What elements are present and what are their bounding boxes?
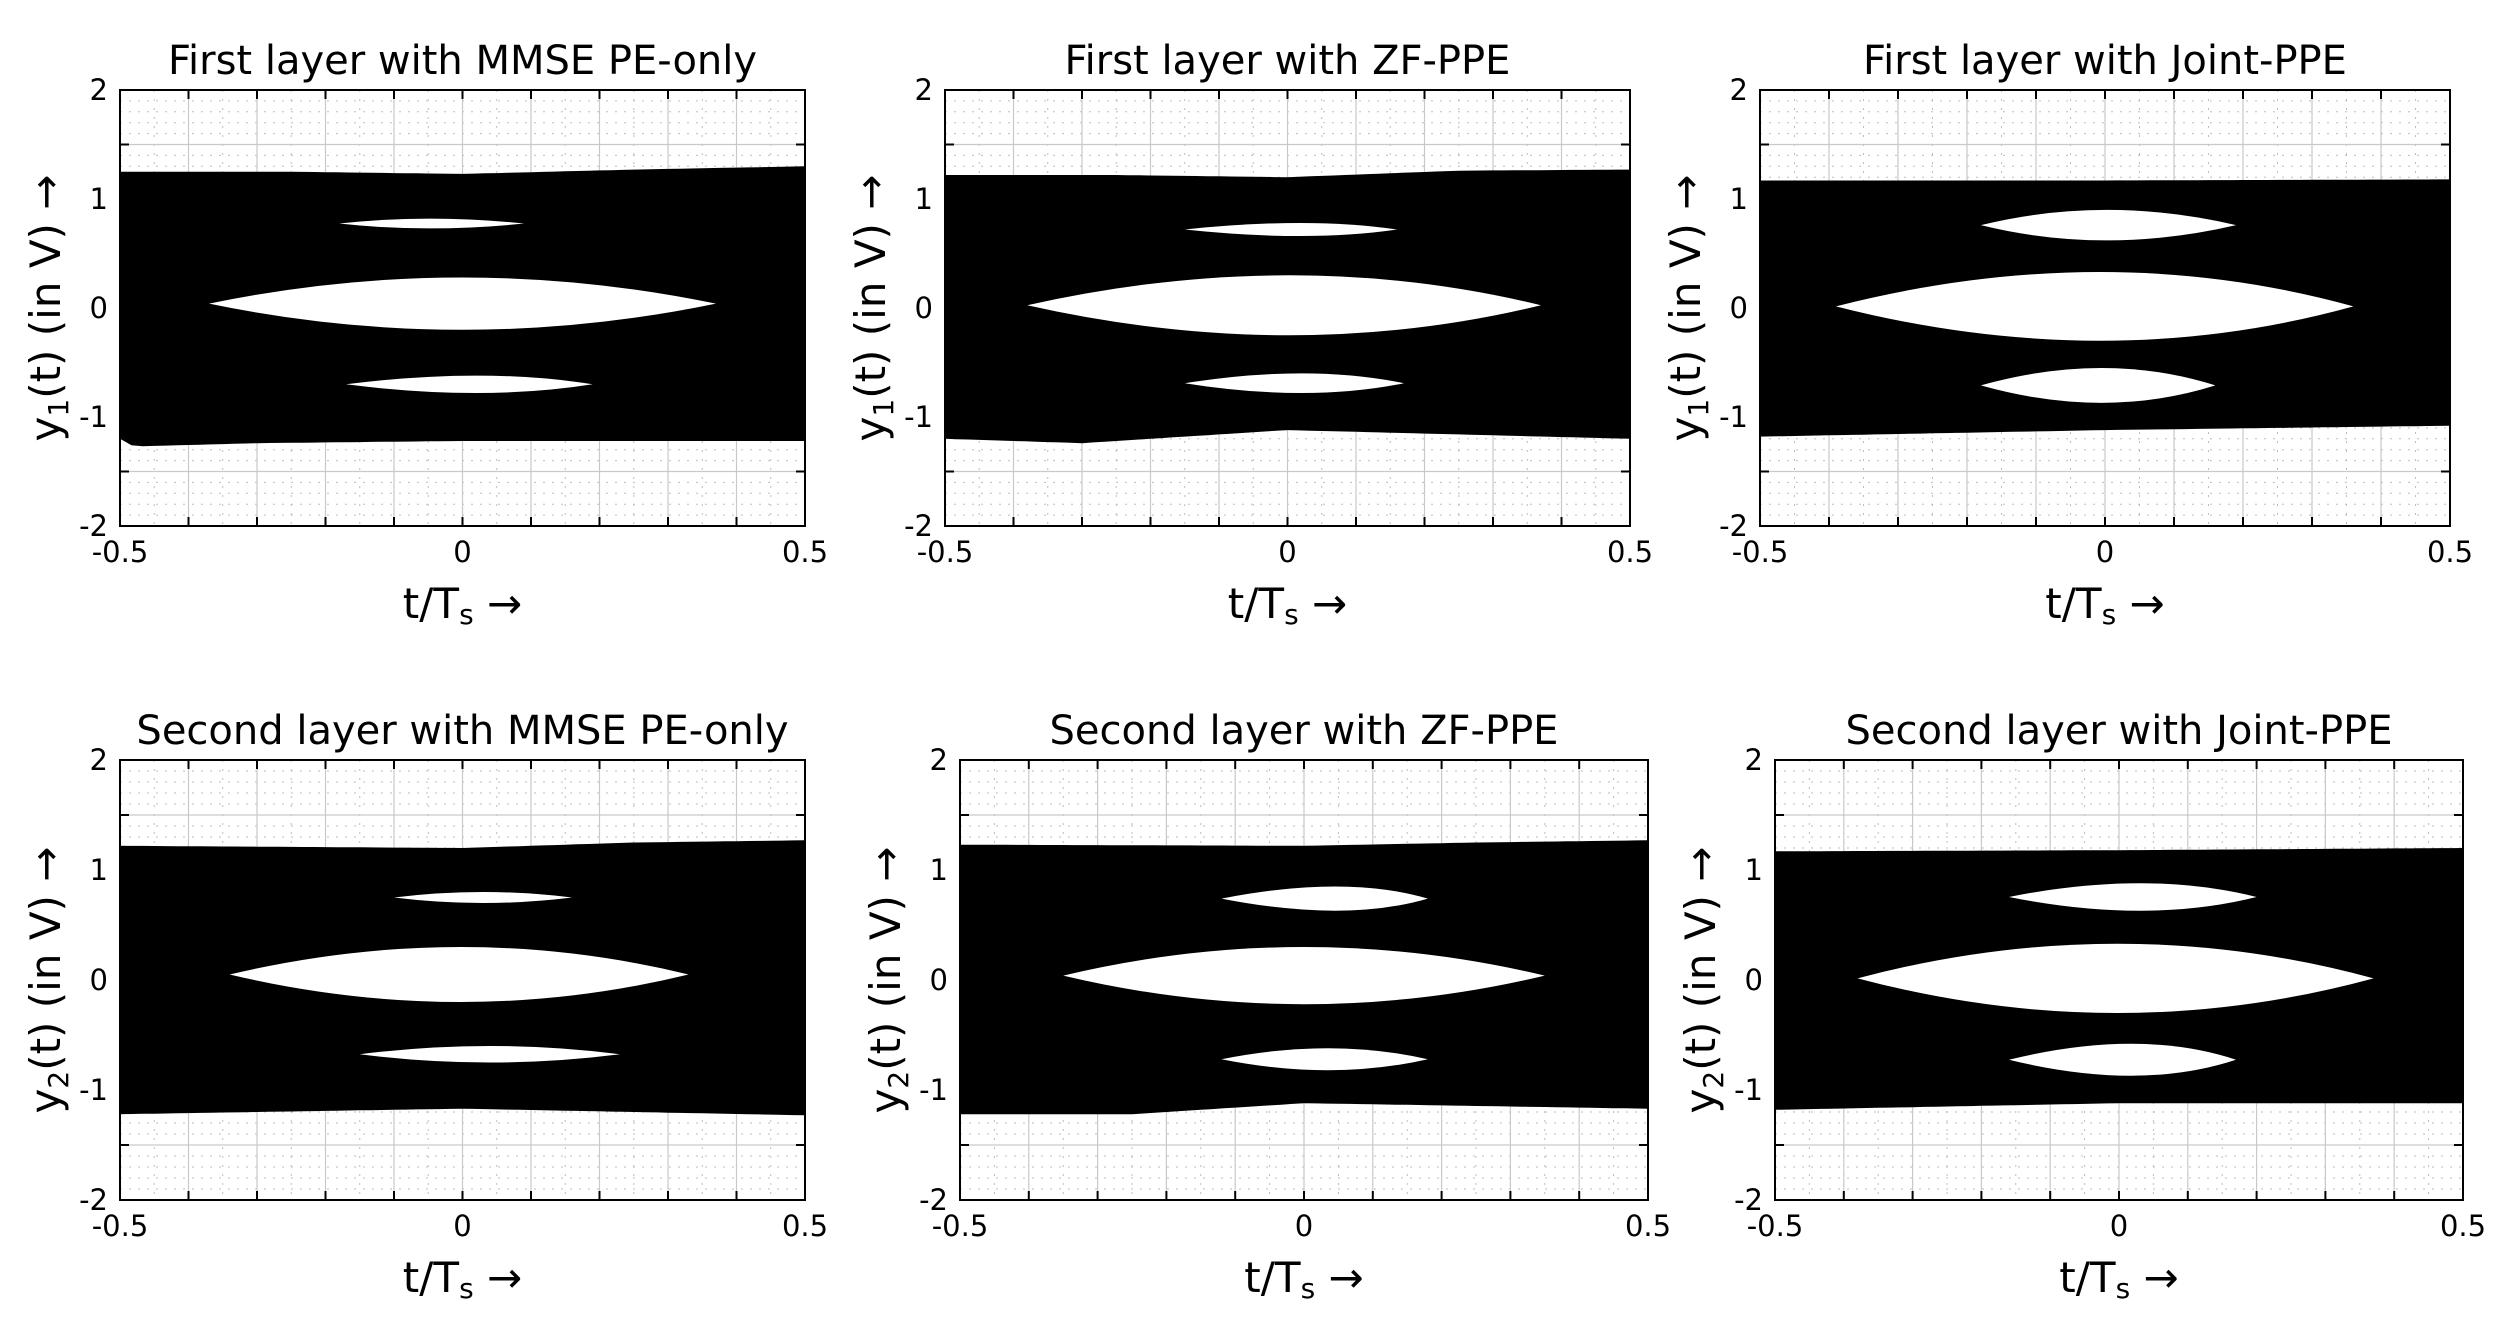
panel-1-y-tick-label: -2 bbox=[79, 509, 108, 543]
panel-2-title: First layer with ZF-PPE bbox=[1065, 38, 1511, 84]
panel-6-title: Second layer with Joint-PPE bbox=[1846, 708, 2393, 754]
panel-1: -0.5 0 0.5 2 1 0 -1 -2 First layer with MMSE PE-… bbox=[21, 38, 828, 631]
panel-3-eye-opening-1 bbox=[1980, 209, 2237, 241]
panel-5-eye-opening-1 bbox=[1221, 886, 1428, 911]
panel-3-x-tick-label: 0.5 bbox=[2427, 535, 2473, 569]
panel-4-y-tick-label: -2 bbox=[79, 1183, 108, 1217]
panel-2-y-tick-label: 1 bbox=[915, 182, 933, 216]
panel-3-y-tick-label: 1 bbox=[1730, 182, 1748, 216]
panel-5-title: Second layer with ZF-PPE bbox=[1050, 708, 1559, 754]
panel-3-y-tick-label: 0 bbox=[1730, 291, 1748, 325]
panel-2-y-axis-label: y1(t) (in V) → bbox=[846, 175, 900, 442]
panel-4-eye-opening-2 bbox=[229, 947, 689, 1002]
panel-6-y-tick-label: 1 bbox=[1745, 853, 1763, 887]
panel-4-x-tick-label: 0.5 bbox=[782, 1209, 828, 1243]
panel-3-eye-opening-3 bbox=[1980, 367, 2216, 403]
panel-1-y-tick-label: 0 bbox=[90, 291, 108, 325]
panel-4-y-tick-label: 0 bbox=[90, 963, 108, 997]
panel-4: -0.5 0 0.5 2 1 0 -1 -2 Second layer with MMSE PE… bbox=[21, 708, 828, 1305]
panel-6-y-tick-label: 2 bbox=[1745, 743, 1763, 777]
panel-2-y-tick-label: -1 bbox=[904, 400, 933, 434]
panel-6-x-tick-label: 0 bbox=[2110, 1209, 2128, 1243]
panel-4-x-axis-label: t/Ts → bbox=[403, 1253, 522, 1305]
panel-3-y-axis-label: y1(t) (in V) → bbox=[1661, 175, 1715, 442]
panel-3-x-tick-label: -0.5 bbox=[1732, 535, 1789, 569]
panel-2-y-tick-label: 0 bbox=[915, 291, 933, 325]
panel-4-y-tick-label: 2 bbox=[90, 743, 108, 777]
panel-5-y-tick-label: 0 bbox=[930, 963, 948, 997]
panel-6: -0.5 0 0.5 2 1 0 -1 -2 Second layer with Joint-P… bbox=[1676, 708, 2486, 1305]
panel-4-title: Second layer with MMSE PE-only bbox=[136, 708, 788, 754]
panel-3: -0.5 0 0.5 2 1 0 -1 -2 First layer with Joint-PP… bbox=[1661, 38, 2473, 631]
panel-6-y-tick-label: -1 bbox=[1734, 1073, 1763, 1107]
panel-2-y-tick-label: 2 bbox=[915, 73, 933, 107]
panel-6-x-tick-label: 0.5 bbox=[2440, 1209, 2486, 1243]
panel-6-eye-opening-2 bbox=[1857, 943, 2374, 1013]
panel-1-y-tick-label: -1 bbox=[79, 400, 108, 434]
panel-4-eye-opening-3 bbox=[359, 1046, 621, 1063]
panel-2-eye-opening-3 bbox=[1184, 373, 1404, 394]
panel-5-y-tick-label: 1 bbox=[930, 853, 948, 887]
panel-2-x-tick-label: -0.5 bbox=[917, 535, 974, 569]
panel-2-x-axis-label: t/Ts → bbox=[1228, 579, 1347, 631]
panel-1-eye-opening-2 bbox=[209, 277, 716, 330]
panel-4-x-tick-label: -0.5 bbox=[92, 1209, 149, 1243]
panel-3-x-axis-label: t/Ts → bbox=[2045, 579, 2164, 631]
panel-1-y-axis-label: y1(t) (in V) → bbox=[21, 175, 75, 442]
panel-6-y-tick-label: 0 bbox=[1745, 963, 1763, 997]
panel-6-eye-opening-3 bbox=[2008, 1043, 2236, 1076]
panel-6-y-axis-label: y2(t) (in V) → bbox=[1676, 847, 1730, 1114]
panel-1-eye-opening-3 bbox=[346, 375, 593, 394]
panel-4-y-tick-label: -1 bbox=[79, 1073, 108, 1107]
panel-5-x-tick-label: -0.5 bbox=[932, 1209, 989, 1243]
panel-3-y-tick-label: 2 bbox=[1730, 73, 1748, 107]
panel-5-y-tick-label: -1 bbox=[919, 1073, 948, 1107]
panel-1-x-tick-label: 0.5 bbox=[782, 535, 828, 569]
panel-5: -0.5 0 0.5 2 1 0 -1 -2 Second layer with ZF-PPE t… bbox=[861, 708, 1671, 1305]
panel-2-eye-opening-1 bbox=[1184, 222, 1398, 237]
panel-1-x-axis-label: t/Ts → bbox=[403, 579, 522, 631]
panel-3-y-tick-label: -1 bbox=[1719, 400, 1748, 434]
panel-4-x-tick-label: 0 bbox=[453, 1209, 471, 1243]
panel-5-eye-opening-2 bbox=[1063, 947, 1545, 1005]
panel-5-y-tick-label: -2 bbox=[919, 1183, 948, 1217]
panel-1-eye-opening-1 bbox=[339, 218, 525, 229]
panel-3-y-tick-label: -2 bbox=[1719, 509, 1748, 543]
panel-2: -0.5 0 0.5 2 1 0 -1 -2 First layer with ZF-PPE t/… bbox=[846, 38, 1653, 631]
panel-6-x-tick-label: -0.5 bbox=[1747, 1209, 1804, 1243]
panel-2-x-tick-label: 0.5 bbox=[1607, 535, 1653, 569]
panel-1-y-tick-label: 2 bbox=[90, 73, 108, 107]
panel-2-x-tick-label: 0 bbox=[1278, 535, 1296, 569]
panel-5-x-tick-label: 0 bbox=[1295, 1209, 1313, 1243]
panel-5-y-tick-label: 2 bbox=[930, 743, 948, 777]
panel-3-x-tick-label: 0 bbox=[2096, 535, 2114, 569]
panel-5-x-axis-label: t/Ts → bbox=[1244, 1253, 1363, 1305]
panel-6-y-tick-label: -2 bbox=[1734, 1183, 1763, 1217]
panel-5-x-tick-label: 0.5 bbox=[1625, 1209, 1671, 1243]
panel-1-x-tick-label: -0.5 bbox=[92, 535, 149, 569]
panel-2-y-tick-label: -2 bbox=[904, 509, 933, 543]
panel-3-eye-opening-2 bbox=[1835, 272, 2354, 341]
panel-6-eye-opening-1 bbox=[2008, 883, 2257, 911]
panel-1-y-tick-label: 1 bbox=[90, 182, 108, 216]
panel-5-eye-opening-3 bbox=[1221, 1048, 1428, 1071]
panel-4-y-tick-label: 1 bbox=[90, 853, 108, 887]
panel-6-x-axis-label: t/Ts → bbox=[2059, 1253, 2178, 1305]
panel-2-eye-opening-2 bbox=[1027, 275, 1541, 336]
panel-3-title: First layer with Joint-PPE bbox=[1863, 38, 2347, 84]
panel-4-y-axis-label: y2(t) (in V) → bbox=[21, 847, 75, 1114]
panel-1-title: First layer with MMSE PE-only bbox=[168, 38, 757, 84]
panel-5-y-axis-label: y2(t) (in V) → bbox=[861, 847, 915, 1114]
panel-1-x-tick-label: 0 bbox=[453, 535, 471, 569]
panel-4-eye-opening-1 bbox=[394, 892, 573, 903]
